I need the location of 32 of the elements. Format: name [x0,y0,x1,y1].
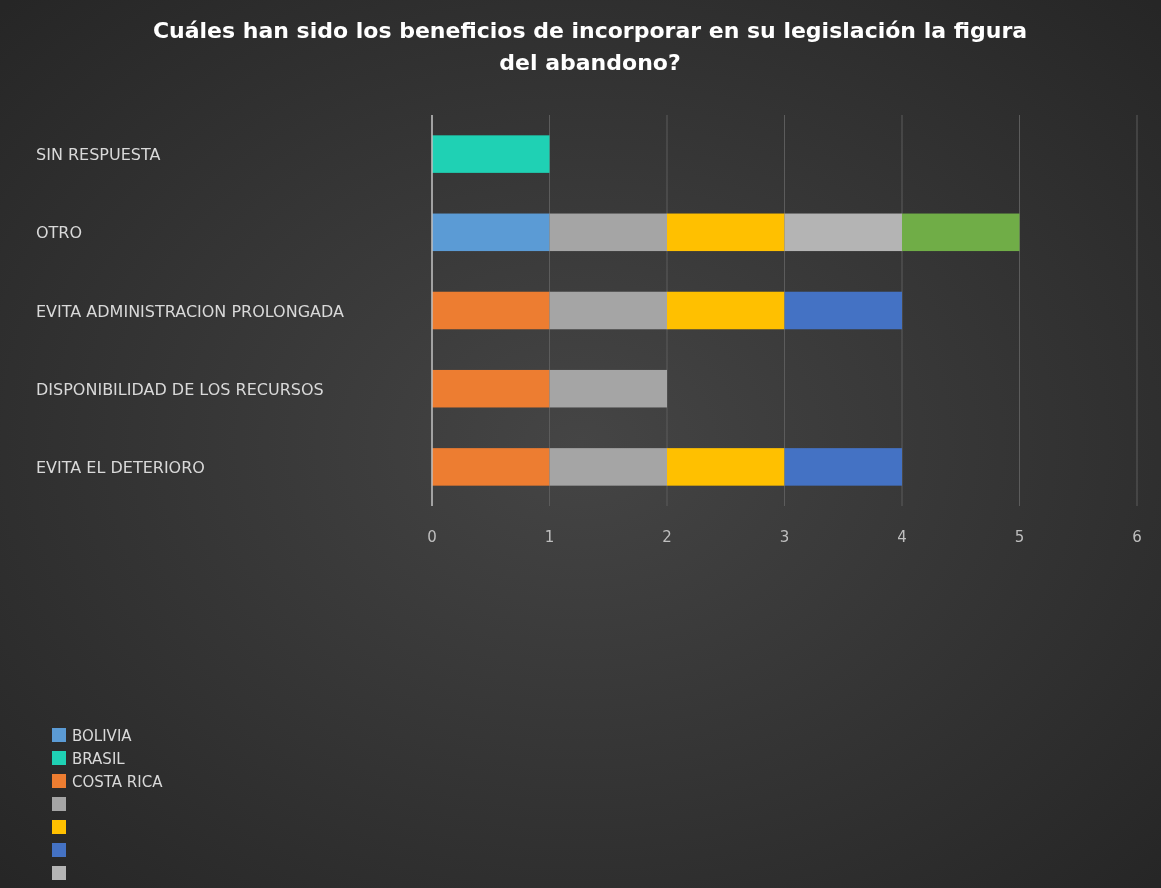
x-tick-label: 2 [662,528,672,546]
bar [549,213,667,252]
bar [432,291,550,330]
x-tick-label: 6 [1132,528,1142,546]
bar [432,369,550,408]
x-tick-label: 5 [1014,528,1025,546]
x-tick-label: 0 [427,528,437,546]
y-tick-label: EVITA ADMINISTRACION PROLONGADA [36,301,345,321]
bar [667,448,785,486]
y-tick-label: OTRO [36,223,83,243]
bar [549,448,667,486]
bar [432,213,550,252]
bar [549,291,667,330]
bar [784,213,902,252]
bar [667,291,785,330]
bar [549,369,667,408]
bar [902,213,1020,252]
y-tick-label: SIN RESPUESTA [36,145,161,165]
chart-title: Cuáles han sido los beneficios de incorporar en su legislación la figura del abandono? [152,18,1028,75]
legend-label: COSTA RICA [72,773,164,791]
x-tick-label: 1 [544,528,555,546]
legend-label: BRASIL [72,750,126,768]
x-tick-label: 3 [779,528,790,546]
bar [784,291,902,330]
bar [432,135,550,173]
x-tick-label: 4 [897,528,907,546]
y-tick-label: DISPONIBILIDAD DE LOS RECURSOS [36,379,324,399]
bar [784,448,902,486]
bar [667,213,785,252]
y-tick-label: EVITA EL DETERIORO [36,457,205,477]
legend-label: BOLIVIA [72,727,133,745]
bar [432,448,550,486]
